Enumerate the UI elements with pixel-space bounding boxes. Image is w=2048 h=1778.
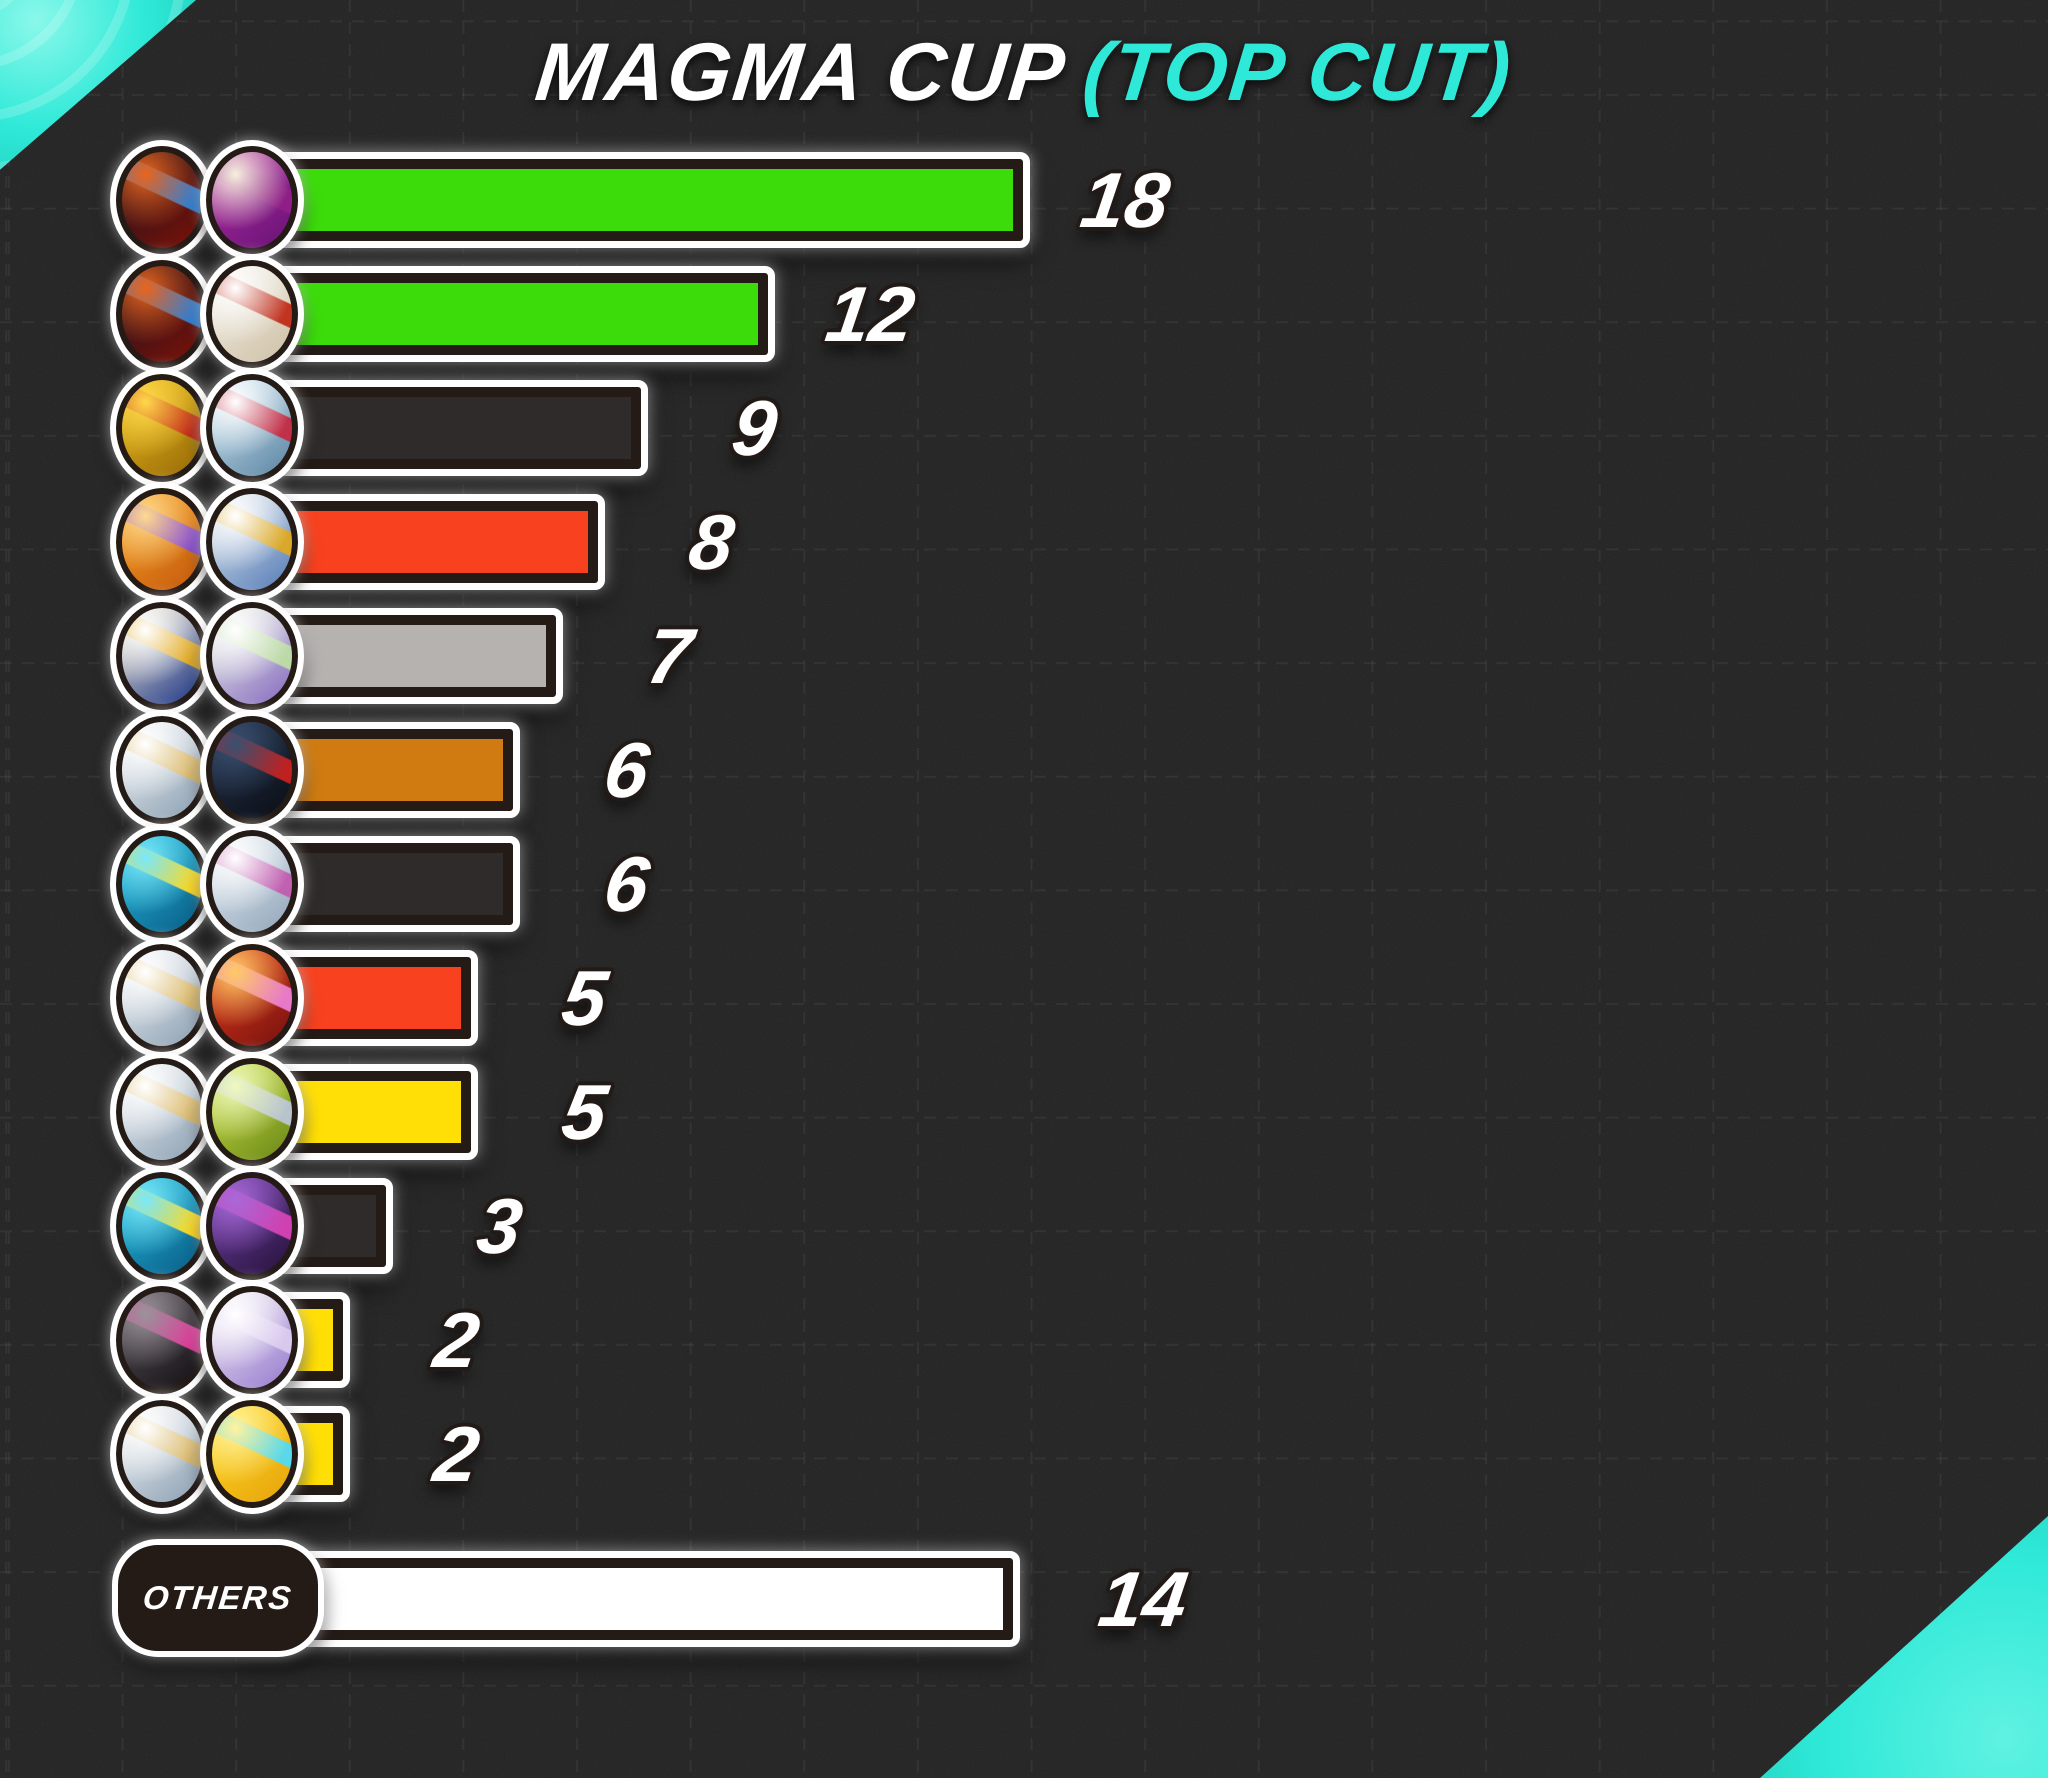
- purple-armored-icon: [200, 1166, 304, 1286]
- dark-armored-knight-icon: [110, 254, 214, 374]
- deck-count-label: 3: [471, 1182, 528, 1270]
- dark-navy-armored-icon: [200, 710, 304, 830]
- golden-armored-icon: [110, 368, 214, 488]
- white-bird-icon: [110, 710, 214, 830]
- deck-count-label: 14: [1093, 1555, 1193, 1643]
- deck-count-label: 5: [556, 954, 613, 1042]
- deck-bar: [265, 608, 563, 704]
- page-title: MAGMA CUP (TOP CUT): [0, 26, 2048, 120]
- deck-bar: [265, 266, 775, 362]
- cyan-jagged-yellow-icon: [110, 1166, 214, 1286]
- deck-bar: [240, 1551, 1020, 1647]
- deck-count-label: 12: [820, 270, 920, 358]
- silver-creature-stars-icon: [200, 824, 304, 944]
- deck-count-label: 18: [1075, 156, 1175, 244]
- white-bird-icon: [110, 1052, 214, 1172]
- fiery-blaze-icon: [200, 938, 304, 1058]
- white-spirit-magenta-icon: [200, 140, 304, 260]
- white-puff-lavender-icon: [200, 1280, 304, 1400]
- others-label: OTHERS: [141, 1579, 295, 1616]
- deck-bar: [265, 494, 605, 590]
- title-main: MAGMA CUP: [531, 27, 1071, 118]
- white-gold-lion-icon: [110, 596, 214, 716]
- dark-orb-pink-eye-icon: [110, 1280, 214, 1400]
- white-bird-icon: [110, 938, 214, 1058]
- deck-count-label: 6: [598, 726, 655, 814]
- deck-count-label: 7: [641, 612, 698, 700]
- deck-count-label: 9: [726, 384, 783, 472]
- deck-count-label: 5: [556, 1068, 613, 1156]
- white-bird-icon: [110, 1394, 214, 1514]
- deck-count-label: 2: [428, 1410, 485, 1498]
- deck-count-label: 8: [683, 498, 740, 586]
- title-accent: (TOP CUT): [1079, 27, 1517, 118]
- deck-bar: [265, 722, 520, 818]
- deck-bar: [265, 1064, 478, 1160]
- white-red-shrine-icon: [200, 254, 304, 374]
- deck-count-label: 2: [428, 1296, 485, 1384]
- cyan-jagged-yellow-icon: [110, 824, 214, 944]
- deck-bar: [265, 380, 648, 476]
- icy-white-spiky-icon: [200, 368, 304, 488]
- deck-bar: [265, 836, 520, 932]
- dark-armored-knight-icon: [110, 140, 214, 260]
- white-puffball-icon: [200, 596, 304, 716]
- orange-dragon-icon: [110, 482, 214, 602]
- deck-count-label: 6: [598, 840, 655, 928]
- yellow-green-dragon-icon: [200, 1052, 304, 1172]
- deck-bar: [265, 152, 1030, 248]
- others-pill: OTHERS: [112, 1539, 324, 1657]
- cyan-corner-bottom-right: [1760, 1516, 2048, 1778]
- yellow-puff-happy-icon: [200, 1394, 304, 1514]
- silver-beast-gold-rays-icon: [200, 482, 304, 602]
